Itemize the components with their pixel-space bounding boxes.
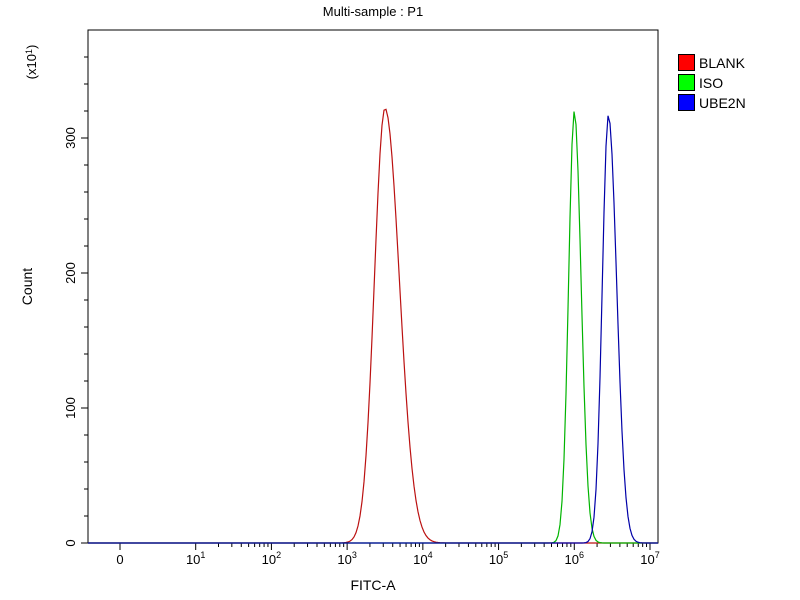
- x-axis-label: FITC-A: [350, 577, 396, 593]
- legend-item-iso: ISO: [678, 74, 746, 91]
- y-tick-label: 300: [63, 127, 78, 149]
- x-tick-label: 105: [489, 550, 508, 567]
- legend: BLANK ISO UBE2N: [678, 54, 746, 114]
- plot-frame: [87, 29, 659, 544]
- legend-label-ube2n: UBE2N: [699, 94, 746, 111]
- x-tick-label: 102: [262, 550, 281, 567]
- series-curve-ube2n: [88, 115, 658, 544]
- y-axis: 0 100 200 300: [63, 56, 88, 547]
- legend-swatch-ube2n: [678, 94, 695, 111]
- x-tick-label: 103: [337, 550, 356, 567]
- legend-label-blank: BLANK: [699, 54, 745, 71]
- x-tick-label: 106: [565, 550, 584, 567]
- y-axis-multiplier: (x101): [24, 45, 39, 80]
- legend-swatch-blank: [678, 54, 695, 71]
- x-axis: 0 101 102 103 104 105 106 107: [116, 543, 660, 567]
- series-curve-blank: [88, 108, 658, 544]
- y-tick-label: 0: [63, 539, 78, 546]
- legend-item-blank: BLANK: [678, 54, 746, 71]
- x-tick-label: 107: [640, 550, 659, 567]
- chart-title: Multi-sample : P1: [322, 4, 424, 19]
- x-tick-label: 0: [116, 552, 123, 567]
- x-tick-label: 101: [186, 550, 205, 567]
- y-tick-label: 100: [63, 397, 78, 419]
- y-tick-label: 200: [63, 262, 78, 284]
- x-tick-label: 104: [413, 550, 432, 567]
- legend-label-iso: ISO: [699, 74, 724, 91]
- legend-item-ube2n: UBE2N: [678, 94, 746, 111]
- legend-swatch-iso: [678, 74, 695, 91]
- y-axis-label: Count: [19, 268, 35, 305]
